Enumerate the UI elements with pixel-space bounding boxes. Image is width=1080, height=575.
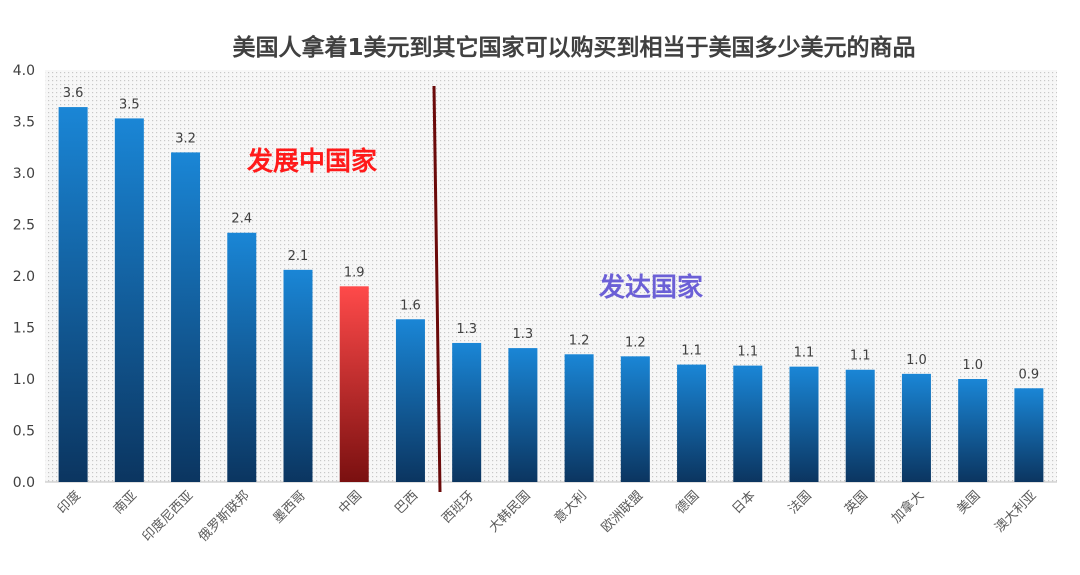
bar-美国 — [958, 379, 988, 482]
data-label: 1.9 — [344, 265, 365, 280]
x-tick-label: 俄罗斯联邦 — [196, 488, 253, 545]
x-tick-label: 意大利 — [551, 488, 590, 527]
x-tick-label: 澳大利亚 — [992, 488, 1040, 536]
bar-巴西 — [395, 319, 425, 482]
bar-加拿大 — [901, 373, 931, 482]
group-divider-line — [432, 85, 442, 493]
x-tick-label: 墨西哥 — [271, 488, 309, 526]
bar-西班牙 — [452, 342, 482, 482]
y-tick-label: 0.0 — [13, 475, 35, 491]
x-tick-label: 巴西 — [392, 488, 421, 517]
data-label: 1.2 — [569, 333, 590, 348]
bar-墨西哥 — [283, 269, 313, 482]
y-tick-label: 0.5 — [13, 424, 35, 440]
data-label: 1.1 — [737, 345, 758, 360]
bar-日本 — [733, 365, 763, 482]
y-tick-label: 2.5 — [13, 218, 35, 234]
y-tick-label: 3.0 — [13, 166, 35, 182]
bar-中国 — [339, 286, 369, 482]
data-label: 1.2 — [625, 335, 646, 350]
y-tick-label: 4.0 — [13, 63, 35, 79]
data-label: 1.3 — [513, 327, 534, 342]
x-tick-label: 法国 — [786, 488, 815, 517]
developed-countries-label: 发达国家 — [598, 272, 703, 303]
x-tick-label: 中国 — [336, 488, 365, 517]
data-label: 1.1 — [850, 349, 871, 364]
data-label: 2.4 — [231, 212, 252, 227]
data-labels: 3.6 3.5 3.2 2.4 2.1 1.9 1.6 1.3 1.3 1.2 1.2 1.1 1.1 1… — [63, 86, 1039, 382]
data-label: 1.1 — [681, 344, 702, 359]
bar-南亚 — [114, 118, 144, 482]
bar-意大利 — [564, 354, 594, 482]
bar-英国 — [845, 369, 875, 482]
data-label: 1.1 — [794, 346, 815, 361]
plot-area — [45, 70, 1057, 482]
data-label: 1.3 — [456, 322, 477, 337]
bar-俄罗斯联邦 — [227, 232, 257, 482]
x-axis: 印度 南亚 印度尼西亚 俄罗斯联邦 墨西哥 中国 巴西 西班牙 大韩民国 意大利 欧洲联盟 德国 日本法… — [54, 488, 1039, 545]
x-tick-label: 印度 — [54, 488, 84, 518]
bar-欧洲联盟 — [620, 356, 650, 482]
y-axis: 0.0 0.5 1.0 1.5 2.0 2.5 3.0 3.5 4.0 — [13, 63, 1057, 491]
x-tick-label: 英国 — [842, 488, 871, 517]
bar-法国 — [789, 366, 819, 482]
data-label: 3.2 — [175, 131, 196, 146]
bar-印度 — [58, 107, 88, 482]
x-tick-label: 德国 — [673, 488, 702, 517]
y-tick-label: 1.5 — [13, 321, 35, 337]
chart-title: 美国人拿着1美元到其它国家可以购买到相当于美国多少美元的商品 — [232, 35, 916, 61]
data-label: 1.6 — [400, 298, 421, 313]
x-tick-label: 南亚 — [110, 488, 140, 518]
x-tick-label: 大韩民国 — [486, 488, 533, 535]
data-label: 3.6 — [63, 86, 84, 101]
y-tick-label: 2.0 — [13, 269, 35, 285]
data-label: 2.1 — [288, 249, 309, 264]
bar-大韩民国 — [508, 348, 538, 482]
x-tick-label: 加拿大 — [888, 488, 927, 527]
bar-澳大利亚 — [1014, 388, 1044, 482]
bar-印度尼西亚 — [171, 152, 201, 482]
x-tick-label: 日本 — [730, 488, 759, 517]
data-label: 1.0 — [906, 353, 927, 368]
bars — [58, 107, 1044, 482]
x-tick-label: 印度尼西亚 — [139, 488, 196, 545]
data-label: 1.0 — [962, 358, 983, 373]
x-tick-label: 欧洲联盟 — [599, 488, 646, 535]
y-tick-label: 1.0 — [13, 372, 35, 388]
data-label: 3.5 — [119, 97, 140, 112]
developing-countries-label: 发展中国家 — [246, 146, 377, 177]
x-tick-label: 西班牙 — [439, 488, 477, 526]
bar-德国 — [677, 364, 707, 482]
data-label: 0.9 — [1019, 367, 1040, 382]
y-tick-label: 3.5 — [13, 115, 35, 131]
x-tick-label: 美国 — [954, 488, 983, 517]
